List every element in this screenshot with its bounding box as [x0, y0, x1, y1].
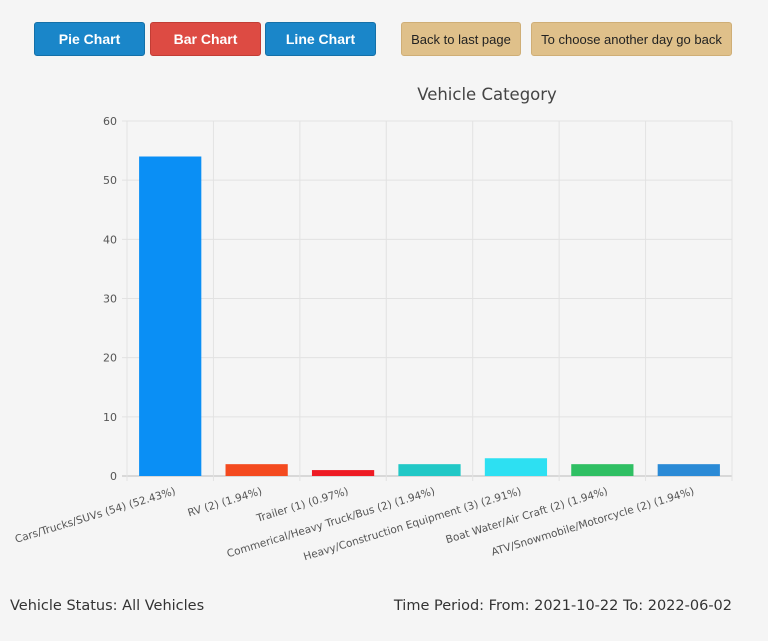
y-tick-label: 20 [103, 352, 117, 365]
bar-chart-button[interactable]: Bar Chart [150, 22, 261, 56]
y-tick-label: 40 [103, 233, 117, 246]
back-to-last-page-button[interactable]: Back to last page [401, 22, 521, 56]
chart-title: Vehicle Category [417, 85, 557, 104]
line-chart-button[interactable]: Line Chart [265, 22, 376, 56]
bar[interactable] [657, 464, 720, 476]
y-tick-label: 30 [103, 293, 117, 306]
vehicle-status-text: Vehicle Status: All Vehicles [10, 598, 205, 614]
x-tick-label: RV (2) (1.94%) [186, 485, 263, 519]
y-tick-label: 50 [103, 174, 117, 187]
bar[interactable] [484, 458, 548, 476]
y-tick-label: 10 [103, 411, 117, 424]
pie-chart-button[interactable]: Pie Chart [34, 22, 145, 56]
y-tick-label: 60 [103, 115, 117, 128]
bar[interactable] [311, 470, 375, 476]
choose-another-day-button[interactable]: To choose another day go back [531, 22, 732, 56]
bar-chart: Vehicle Category 0 10 20 30 40 50 60 Cars/Truck… [14, 85, 733, 563]
bar[interactable] [571, 464, 634, 476]
y-tick-label: 0 [110, 470, 117, 483]
bar[interactable] [139, 156, 202, 477]
x-tick-label: Cars/Trucks/SUVs (54) (52.43%) [14, 485, 177, 545]
time-period-text: Time Period: From: 2021-10-22 To: 2022-0… [393, 598, 732, 614]
bar[interactable] [225, 464, 288, 476]
bar[interactable] [398, 464, 461, 476]
